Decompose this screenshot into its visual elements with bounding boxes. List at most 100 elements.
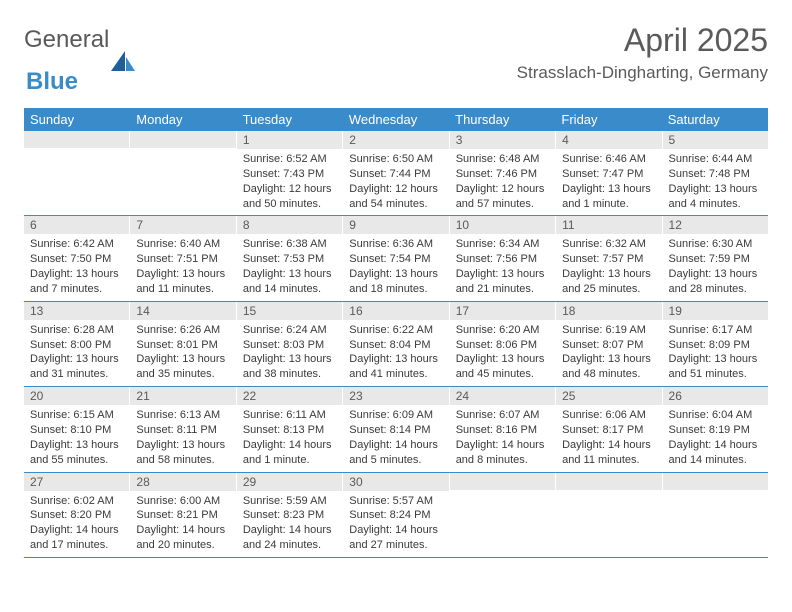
day-daylight2: and 4 minutes. bbox=[669, 197, 762, 212]
weekday-saturday: Saturday bbox=[662, 108, 768, 131]
day-sunset: Sunset: 8:04 PM bbox=[349, 338, 442, 353]
day-number: 18 bbox=[556, 302, 661, 320]
day-sunset: Sunset: 8:07 PM bbox=[562, 338, 655, 353]
day-daylight1: Daylight: 13 hours bbox=[30, 438, 123, 453]
day-number: 13 bbox=[24, 302, 129, 320]
day-daylight1: Daylight: 12 hours bbox=[349, 182, 442, 197]
day-body: Sunrise: 6:20 AMSunset: 8:06 PMDaylight:… bbox=[450, 320, 555, 386]
day-body: Sunrise: 6:44 AMSunset: 7:48 PMDaylight:… bbox=[663, 149, 768, 215]
day-sunset: Sunset: 8:17 PM bbox=[562, 423, 655, 438]
day-sunset: Sunset: 8:13 PM bbox=[243, 423, 336, 438]
day-daylight1: Daylight: 13 hours bbox=[562, 182, 655, 197]
day-daylight1: Daylight: 13 hours bbox=[349, 352, 442, 367]
day-daylight1: Daylight: 13 hours bbox=[562, 267, 655, 282]
day-daylight2: and 5 minutes. bbox=[349, 453, 442, 468]
day-body: Sunrise: 6:52 AMSunset: 7:43 PMDaylight:… bbox=[237, 149, 342, 215]
day-cell: 22Sunrise: 6:11 AMSunset: 8:13 PMDayligh… bbox=[237, 387, 343, 471]
day-daylight1: Daylight: 13 hours bbox=[136, 438, 229, 453]
day-daylight2: and 35 minutes. bbox=[136, 367, 229, 382]
day-body: Sunrise: 5:57 AMSunset: 8:24 PMDaylight:… bbox=[343, 491, 448, 557]
day-sunset: Sunset: 8:00 PM bbox=[30, 338, 123, 353]
day-body: Sunrise: 6:28 AMSunset: 8:00 PMDaylight:… bbox=[24, 320, 129, 386]
week-row: 27Sunrise: 6:02 AMSunset: 8:20 PMDayligh… bbox=[24, 473, 768, 558]
day-daylight2: and 24 minutes. bbox=[243, 538, 336, 553]
day-cell: 1Sunrise: 6:52 AMSunset: 7:43 PMDaylight… bbox=[237, 131, 343, 215]
day-daylight1: Daylight: 13 hours bbox=[562, 352, 655, 367]
day-sunrise: Sunrise: 6:17 AM bbox=[669, 323, 762, 338]
day-cell: 9Sunrise: 6:36 AMSunset: 7:54 PMDaylight… bbox=[343, 216, 449, 300]
day-daylight2: and 1 minute. bbox=[243, 453, 336, 468]
day-cell: 25Sunrise: 6:06 AMSunset: 8:17 PMDayligh… bbox=[556, 387, 662, 471]
logo-word1: General bbox=[24, 28, 109, 52]
day-sunset: Sunset: 8:03 PM bbox=[243, 338, 336, 353]
day-number bbox=[556, 473, 661, 490]
day-sunrise: Sunrise: 6:52 AM bbox=[243, 152, 336, 167]
day-body: Sunrise: 6:07 AMSunset: 8:16 PMDaylight:… bbox=[450, 405, 555, 471]
day-body: Sunrise: 6:50 AMSunset: 7:44 PMDaylight:… bbox=[343, 149, 448, 215]
day-sunrise: Sunrise: 6:48 AM bbox=[456, 152, 549, 167]
day-sunrise: Sunrise: 6:36 AM bbox=[349, 237, 442, 252]
day-daylight1: Daylight: 14 hours bbox=[456, 438, 549, 453]
day-cell: 19Sunrise: 6:17 AMSunset: 8:09 PMDayligh… bbox=[663, 302, 768, 386]
day-number: 22 bbox=[237, 387, 342, 405]
day-number: 25 bbox=[556, 387, 661, 405]
day-daylight2: and 14 minutes. bbox=[243, 282, 336, 297]
day-sunrise: Sunrise: 6:02 AM bbox=[30, 494, 123, 509]
day-sunrise: Sunrise: 6:34 AM bbox=[456, 237, 549, 252]
day-body: Sunrise: 6:06 AMSunset: 8:17 PMDaylight:… bbox=[556, 405, 661, 471]
location: Strasslach-Dingharting, Germany bbox=[517, 63, 768, 83]
day-sunrise: Sunrise: 6:32 AM bbox=[562, 237, 655, 252]
day-daylight1: Daylight: 13 hours bbox=[669, 182, 762, 197]
day-sunrise: Sunrise: 6:19 AM bbox=[562, 323, 655, 338]
day-daylight1: Daylight: 14 hours bbox=[669, 438, 762, 453]
day-daylight1: Daylight: 13 hours bbox=[30, 352, 123, 367]
day-number: 6 bbox=[24, 216, 129, 234]
day-cell bbox=[663, 473, 768, 557]
day-body: Sunrise: 6:04 AMSunset: 8:19 PMDaylight:… bbox=[663, 405, 768, 471]
day-body: Sunrise: 6:26 AMSunset: 8:01 PMDaylight:… bbox=[130, 320, 235, 386]
day-number: 11 bbox=[556, 216, 661, 234]
day-number: 4 bbox=[556, 131, 661, 149]
day-body: Sunrise: 6:48 AMSunset: 7:46 PMDaylight:… bbox=[450, 149, 555, 215]
day-cell: 23Sunrise: 6:09 AMSunset: 8:14 PMDayligh… bbox=[343, 387, 449, 471]
day-cell: 6Sunrise: 6:42 AMSunset: 7:50 PMDaylight… bbox=[24, 216, 130, 300]
day-body: Sunrise: 6:09 AMSunset: 8:14 PMDaylight:… bbox=[343, 405, 448, 471]
day-number: 19 bbox=[663, 302, 768, 320]
day-cell bbox=[24, 131, 130, 215]
day-sunrise: Sunrise: 6:22 AM bbox=[349, 323, 442, 338]
day-sunrise: Sunrise: 5:59 AM bbox=[243, 494, 336, 509]
weekday-wednesday: Wednesday bbox=[343, 108, 449, 131]
day-body: Sunrise: 6:00 AMSunset: 8:21 PMDaylight:… bbox=[130, 491, 235, 557]
calendar-page: General Blue April 2025 Strasslach-Dingh… bbox=[0, 0, 792, 558]
day-number: 10 bbox=[450, 216, 555, 234]
day-daylight1: Daylight: 13 hours bbox=[136, 352, 229, 367]
day-daylight1: Daylight: 13 hours bbox=[136, 267, 229, 282]
day-number bbox=[24, 131, 129, 148]
day-sunset: Sunset: 7:51 PM bbox=[136, 252, 229, 267]
day-daylight2: and 7 minutes. bbox=[30, 282, 123, 297]
day-daylight2: and 1 minute. bbox=[562, 197, 655, 212]
day-daylight1: Daylight: 14 hours bbox=[136, 523, 229, 538]
day-number: 9 bbox=[343, 216, 448, 234]
day-daylight2: and 48 minutes. bbox=[562, 367, 655, 382]
day-cell: 20Sunrise: 6:15 AMSunset: 8:10 PMDayligh… bbox=[24, 387, 130, 471]
day-cell: 26Sunrise: 6:04 AMSunset: 8:19 PMDayligh… bbox=[663, 387, 768, 471]
day-sunrise: Sunrise: 6:09 AM bbox=[349, 408, 442, 423]
day-number: 27 bbox=[24, 473, 129, 491]
day-sunset: Sunset: 7:47 PM bbox=[562, 167, 655, 182]
day-cell: 28Sunrise: 6:00 AMSunset: 8:21 PMDayligh… bbox=[130, 473, 236, 557]
day-cell: 17Sunrise: 6:20 AMSunset: 8:06 PMDayligh… bbox=[450, 302, 556, 386]
day-daylight1: Daylight: 12 hours bbox=[456, 182, 549, 197]
month-title: April 2025 bbox=[517, 22, 768, 59]
day-sunrise: Sunrise: 6:38 AM bbox=[243, 237, 336, 252]
day-cell: 24Sunrise: 6:07 AMSunset: 8:16 PMDayligh… bbox=[450, 387, 556, 471]
day-cell: 21Sunrise: 6:13 AMSunset: 8:11 PMDayligh… bbox=[130, 387, 236, 471]
weekday-header-row: Sunday Monday Tuesday Wednesday Thursday… bbox=[24, 108, 768, 131]
logalblue-sail-icon bbox=[111, 51, 137, 73]
day-number bbox=[130, 131, 235, 148]
day-number: 26 bbox=[663, 387, 768, 405]
day-body: Sunrise: 6:22 AMSunset: 8:04 PMDaylight:… bbox=[343, 320, 448, 386]
day-daylight2: and 11 minutes. bbox=[136, 282, 229, 297]
day-body: Sunrise: 6:19 AMSunset: 8:07 PMDaylight:… bbox=[556, 320, 661, 386]
day-daylight1: Daylight: 14 hours bbox=[349, 523, 442, 538]
